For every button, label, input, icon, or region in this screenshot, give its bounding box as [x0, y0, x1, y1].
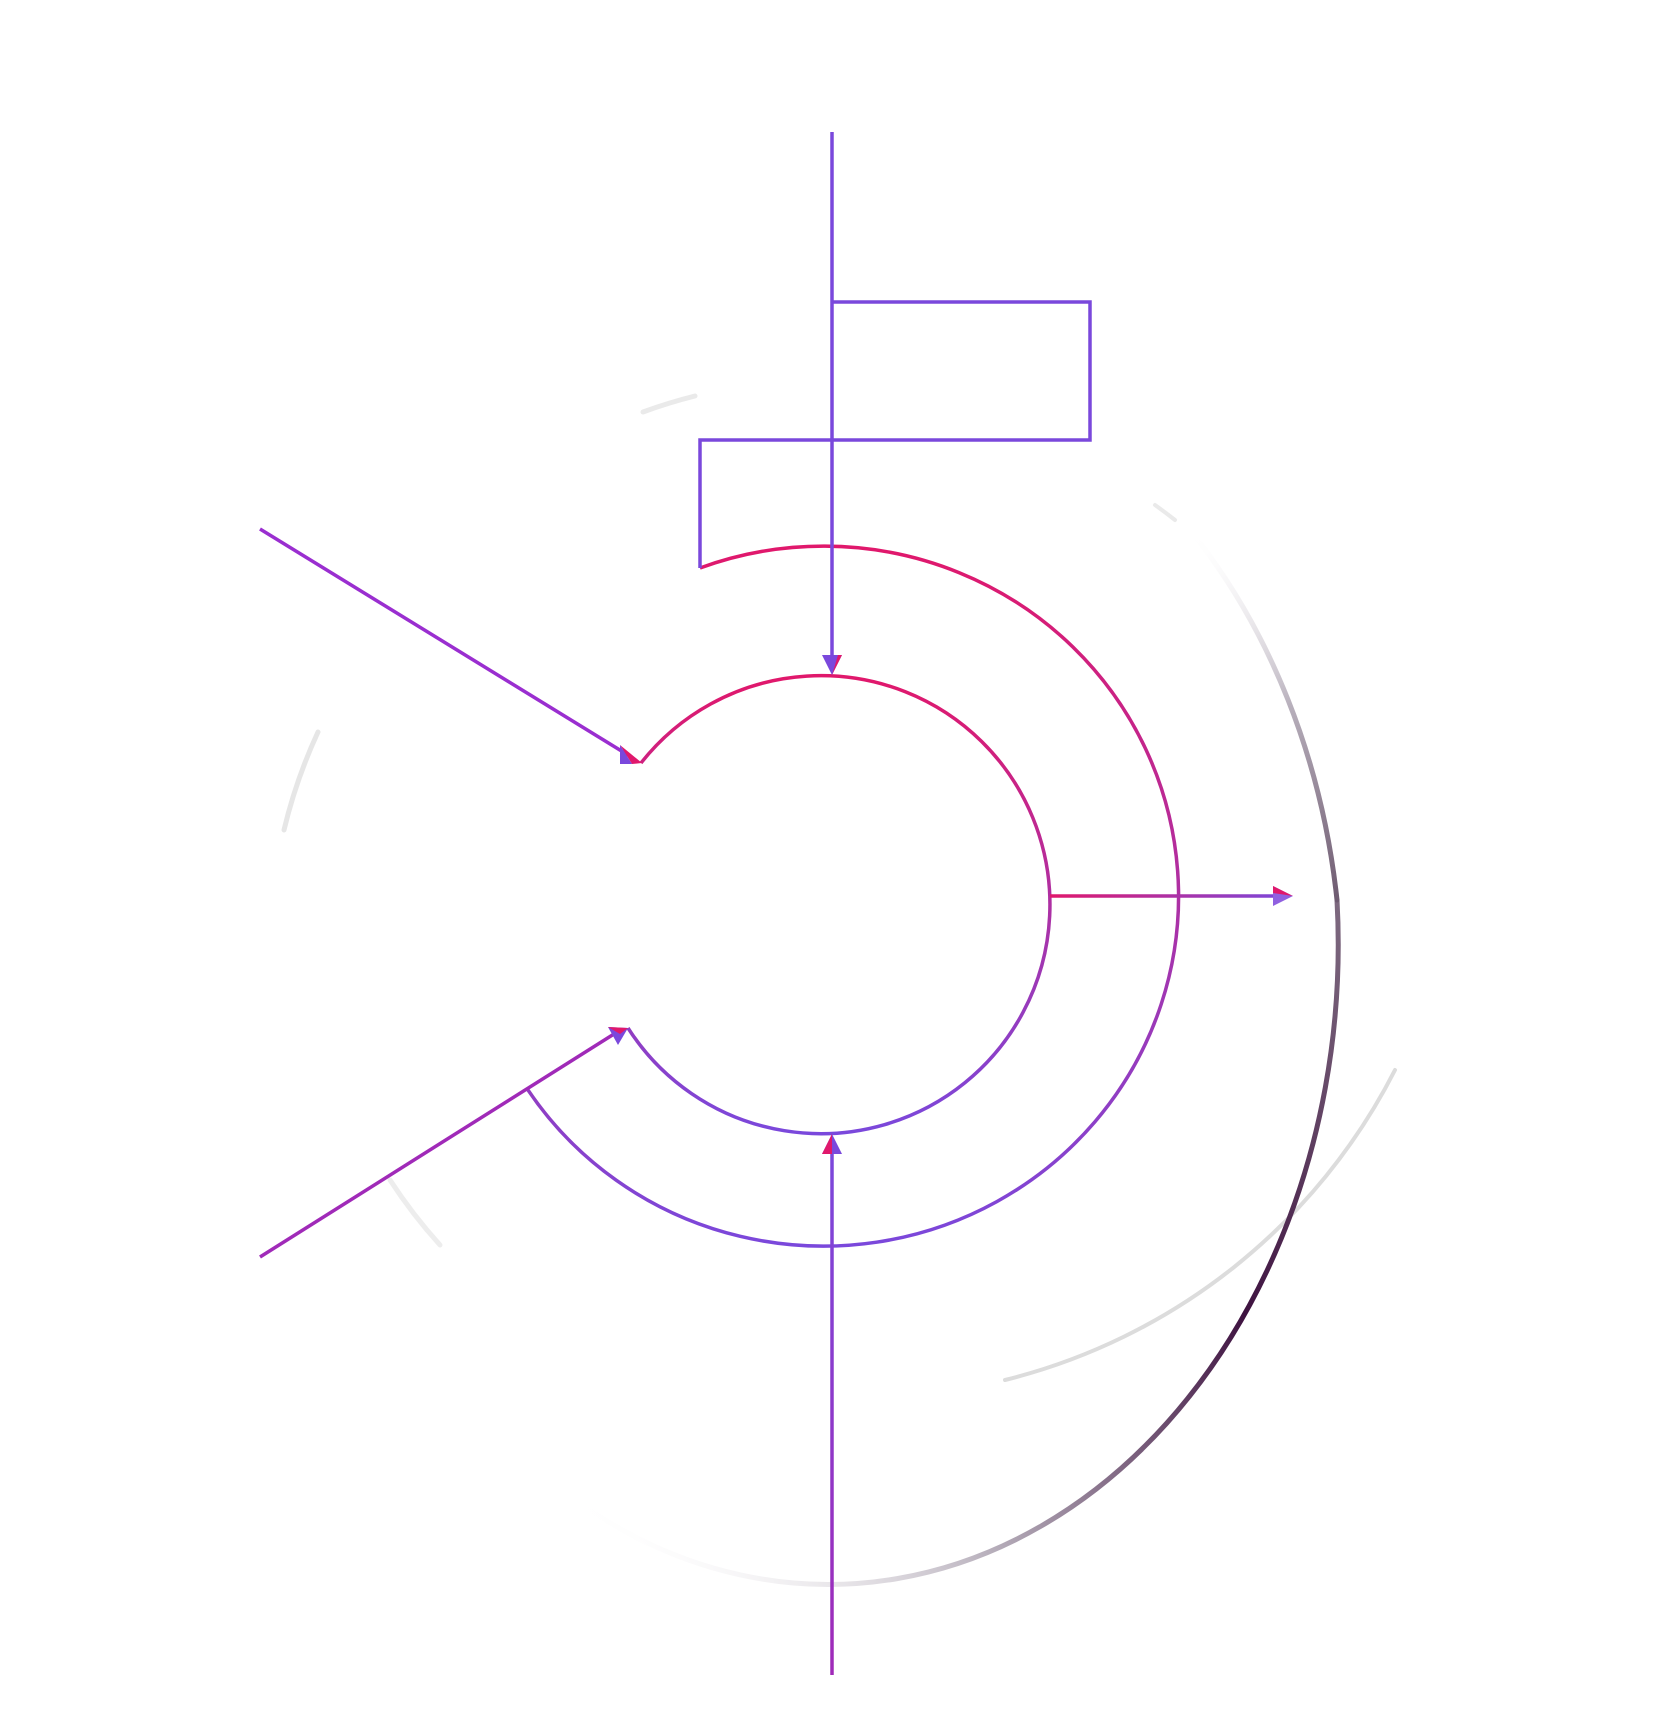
arrowhead-icon — [620, 745, 642, 764]
faint-arc-upper-right — [1153, 503, 1177, 522]
outer-ring — [526, 544, 1181, 1248]
arrowhead-icon — [620, 745, 632, 764]
arrowhead-icon — [608, 1027, 628, 1034]
faint-arc-left — [281, 729, 321, 833]
arrowhead-icon — [832, 655, 842, 675]
upper-left-arrow-line — [259, 527, 629, 757]
inner-ring — [626, 673, 1052, 1136]
faint-arc-top — [640, 393, 698, 415]
faint-arc-lower-left — [387, 1177, 443, 1248]
dark-outer-arc-top — [1187, 527, 1340, 903]
dark-outer-arc — [467, 897, 1341, 1587]
arrowhead-icon — [1273, 886, 1293, 896]
faint-arcs — [281, 393, 1397, 1382]
faint-arc-right-outer — [1003, 1068, 1397, 1382]
arrowhead-icon — [822, 1134, 832, 1154]
step-bracket — [698, 300, 1092, 568]
lower-left-arrow-line — [259, 1032, 615, 1259]
